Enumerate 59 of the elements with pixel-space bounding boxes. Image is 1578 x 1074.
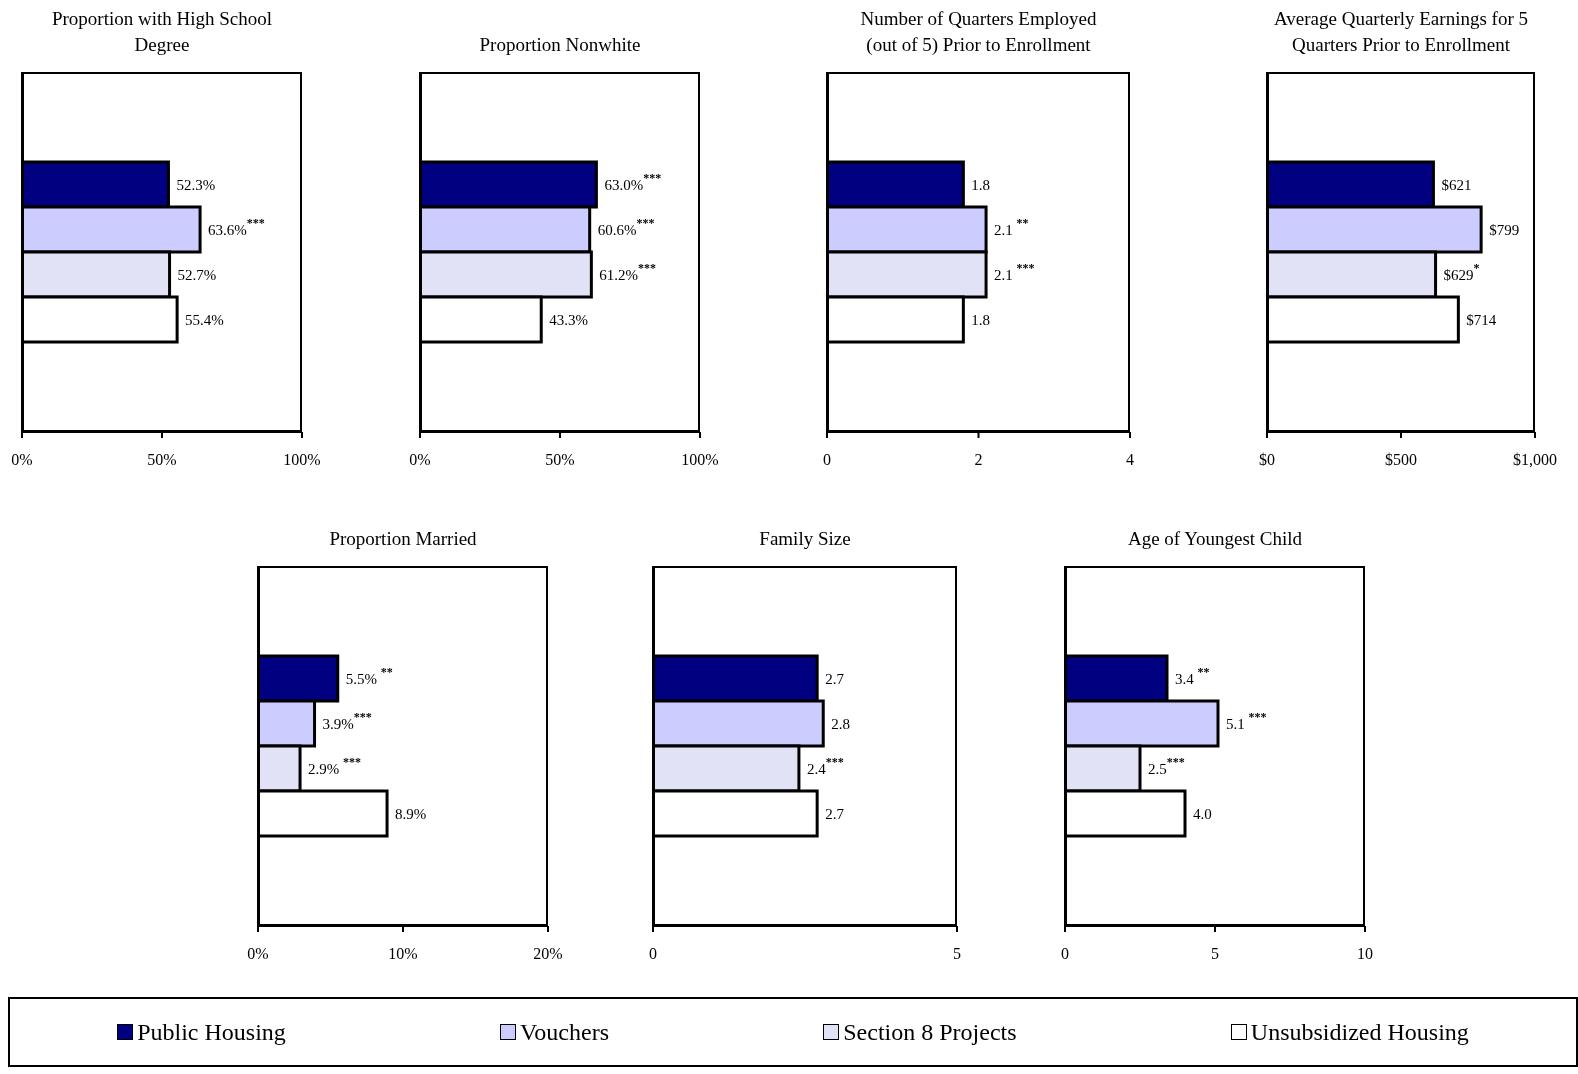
data-label: 2.5$^{***}$ bbox=[1148, 754, 1185, 777]
data-label: 52.7% bbox=[177, 266, 217, 283]
data-label: 60.6%$^{***}$ bbox=[597, 215, 655, 238]
x-tick-label: 0 bbox=[823, 451, 831, 469]
x-tick-label: 50% bbox=[147, 451, 177, 469]
data-label: 1.8 bbox=[971, 311, 991, 328]
data-label: $629$^{*}$ bbox=[1443, 260, 1480, 283]
data-label: 61.2%$^{***}$ bbox=[599, 260, 657, 283]
x-tick-label: $0 bbox=[1259, 451, 1275, 469]
x-tick-label: 50% bbox=[545, 451, 575, 469]
chart-title: Number of Quarters Employed (out of 5) Prior to Enrollment bbox=[859, 7, 1098, 57]
chart-title: Proportion Nonwhite bbox=[478, 33, 642, 57]
x-tick-label: 0% bbox=[247, 945, 269, 963]
data-label: 2.1 $^{**}$ bbox=[994, 215, 1029, 238]
x-tick-label: 0 bbox=[1061, 945, 1069, 963]
data-label: 2.7 bbox=[825, 670, 845, 687]
data-label: 52.3% bbox=[176, 176, 216, 193]
data-label: $621 bbox=[1441, 176, 1472, 193]
data-label: 43.3% bbox=[549, 311, 588, 328]
x-tick-label: 0% bbox=[11, 451, 33, 469]
x-tick-label: 20% bbox=[533, 945, 563, 963]
x-tick-label: 10 bbox=[1357, 945, 1373, 963]
data-label: 63.6%$^{***}$ bbox=[208, 215, 265, 238]
data-label: 55.4% bbox=[185, 311, 224, 328]
data-label: 5.5% $^{**}$ bbox=[345, 664, 393, 687]
data-label: 5.1 $^{***}$ bbox=[1226, 709, 1267, 732]
data-label: 2.1 $^{***}$ bbox=[994, 260, 1035, 283]
x-tick-label: 4 bbox=[1126, 451, 1134, 469]
legend-label: Public Housing bbox=[137, 1018, 286, 1046]
chart-title: Average Quarterly Earnings for 5 Quarters Prior to Enrollment bbox=[1273, 7, 1529, 57]
data-label: 2.9% $^{***}$ bbox=[308, 754, 362, 777]
x-tick-label: 5 bbox=[1211, 945, 1219, 963]
x-tick-label: 100% bbox=[283, 451, 321, 469]
chart-title: Proportion with High School Degree bbox=[50, 7, 274, 57]
x-tick-label: 10% bbox=[388, 945, 418, 963]
x-tick-label: $1,000 bbox=[1513, 451, 1557, 469]
x-tick-label: 0 bbox=[649, 945, 657, 963]
data-label: 2.8 bbox=[831, 715, 850, 732]
data-label: 3.9%$^{***}$ bbox=[322, 709, 372, 732]
data-label: $714 bbox=[1466, 311, 1497, 328]
data-label: 3.4 $^{**}$ bbox=[1175, 664, 1210, 687]
legend-label: Vouchers bbox=[520, 1018, 609, 1046]
data-label: 63.0%$^{***}$ bbox=[604, 170, 662, 193]
x-tick-label: 2 bbox=[974, 451, 983, 469]
legend-label: Unsubsidized Housing bbox=[1250, 1018, 1469, 1046]
chart-title: Family Size bbox=[758, 527, 852, 551]
x-tick-label: $500 bbox=[1385, 451, 1417, 469]
data-label: 2.4$^{***}$ bbox=[806, 754, 844, 777]
data-label: $799 bbox=[1489, 221, 1520, 238]
x-tick-label: 100% bbox=[681, 451, 719, 469]
data-label: 2.7 bbox=[825, 805, 845, 822]
legend-label: Section 8 Projects bbox=[843, 1018, 1017, 1046]
chart-title: Proportion Married bbox=[328, 527, 478, 551]
chart-title: Age of Youngest Child bbox=[1126, 527, 1304, 551]
x-tick-label: 0% bbox=[409, 451, 431, 469]
data-label: 1.8 bbox=[971, 176, 991, 193]
x-tick-label: 5 bbox=[953, 945, 961, 963]
data-label: 4.0 bbox=[1193, 805, 1212, 822]
data-label: 8.9% bbox=[395, 805, 427, 822]
